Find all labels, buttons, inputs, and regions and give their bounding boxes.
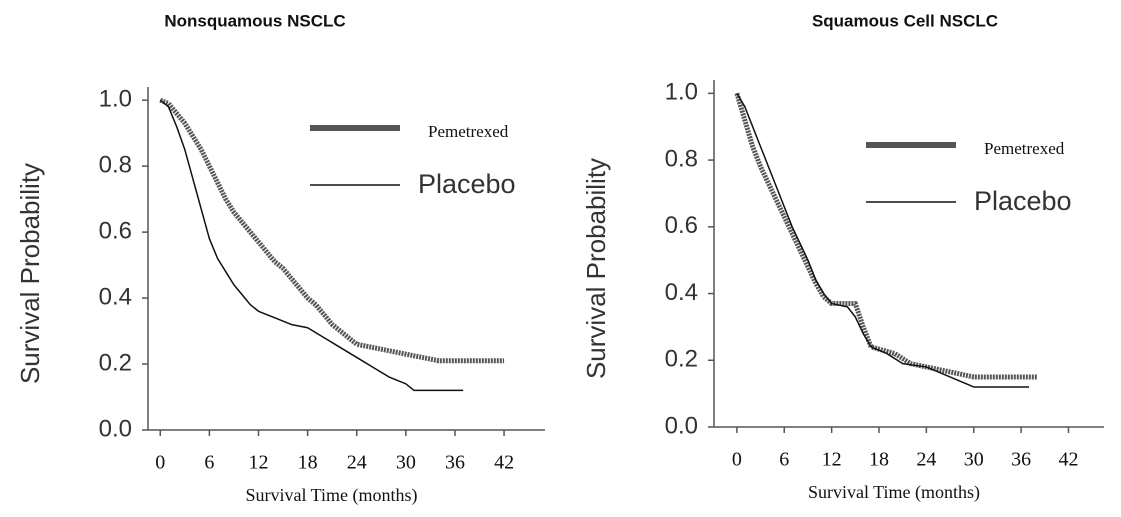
y-tick-label: 0.8	[99, 151, 132, 178]
x-tick-label: 12	[249, 452, 269, 474]
x-tick-label: 42	[1058, 449, 1078, 471]
legend-label: Placebo	[974, 186, 1072, 216]
x-tick-label: 0	[732, 449, 742, 471]
y-tick-label: 0.2	[665, 346, 698, 373]
y-tick-label: 0.4	[665, 279, 698, 306]
x-axis-label: Survival Time (months)	[245, 485, 417, 506]
x-tick-label: 6	[204, 452, 214, 474]
x-tick-label: 24	[347, 452, 367, 474]
y-tick-label: 0.6	[665, 212, 698, 239]
legend-label: Pemetrexed	[428, 122, 509, 141]
y-tick-label: 1.0	[665, 79, 698, 106]
chart-title: Nonsquamous NSCLC	[164, 11, 345, 30]
y-tick-label: 0.0	[99, 415, 132, 442]
x-tick-label: 24	[916, 449, 936, 471]
x-tick-label: 18	[298, 452, 318, 474]
x-tick-label: 36	[1011, 449, 1031, 471]
x-tick-label: 30	[396, 452, 416, 474]
survival-curve	[736, 92, 1029, 388]
survival-curve	[159, 99, 464, 392]
survival-curve	[159, 97, 505, 364]
y-tick-label: 1.0	[99, 86, 132, 113]
survival-curve	[734, 92, 1037, 380]
legend-label: Pemetrexed	[984, 139, 1065, 158]
y-tick-label: 0.0	[665, 412, 698, 439]
x-tick-label: 30	[964, 449, 984, 471]
x-tick-label: 18	[869, 449, 889, 471]
y-tick-label: 0.4	[99, 283, 132, 310]
x-axis-label: Survival Time (months)	[808, 482, 980, 503]
y-tick-label: 0.6	[99, 217, 132, 244]
x-tick-label: 12	[822, 449, 842, 471]
x-tick-label: 0	[155, 452, 165, 474]
x-tick-label: 6	[779, 449, 789, 471]
chart-title: Squamous Cell NSCLC	[812, 11, 998, 30]
x-tick-label: 36	[445, 452, 465, 474]
y-tick-label: 0.8	[665, 145, 698, 172]
y-tick-label: 0.2	[99, 349, 132, 376]
x-tick-label: 42	[494, 452, 514, 474]
y-axis-label: Survival Probability	[15, 163, 45, 384]
y-axis-label: Survival Probability	[581, 158, 611, 379]
legend-label: Placebo	[418, 169, 516, 199]
